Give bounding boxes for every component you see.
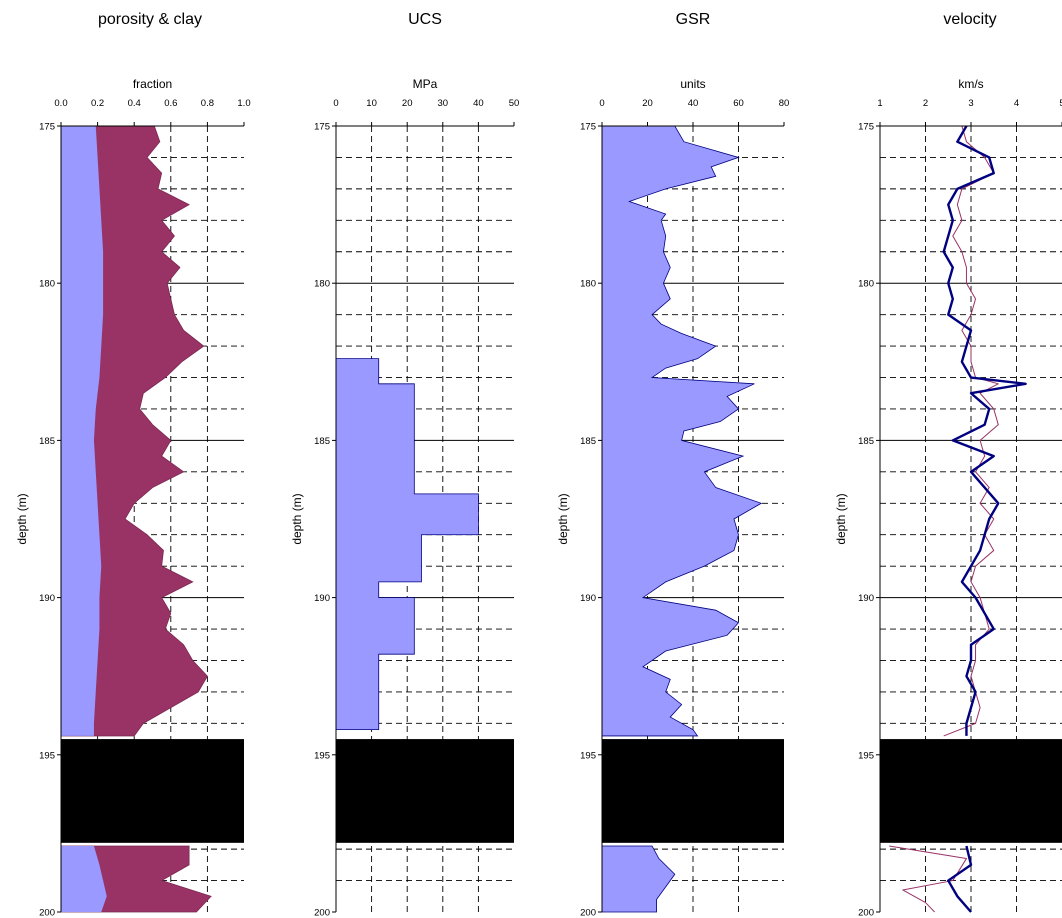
x-tick-label: 60 [733,98,744,109]
y-tick-label: 180 [39,279,55,290]
x-tick-label: 4 [1014,98,1019,109]
x-axis-label: MPa [413,77,438,91]
y-axis-label: depth (m) [15,493,29,544]
y-tick-label: 190 [39,593,55,604]
chart-title: UCS [408,11,442,28]
series-group [335,358,479,731]
x-tick-label: 0 [599,98,604,109]
line-series-1 [942,125,1027,736]
no-data-band [336,739,514,843]
series-group [889,125,1027,913]
y-tick-label: 195 [858,750,874,761]
y-tick-label: 195 [314,750,330,761]
x-tick-label: 30 [438,98,449,109]
y-tick-label: 185 [858,436,874,447]
x-tick-label: 1 [877,98,882,109]
y-tick-label: 175 [39,122,55,133]
x-tick-label: 2 [923,98,928,109]
area-series-segment [601,845,676,913]
no-data-band [880,739,1062,843]
y-tick-label: 180 [858,279,874,290]
y-tick-label: 195 [39,750,55,761]
area-series-1-segment [61,845,107,912]
x-tick-label: 5 [1059,98,1062,109]
y-tick-label: 200 [580,908,596,918]
y-tick-label: 200 [39,908,55,918]
y-tick-label: 185 [314,436,330,447]
x-tick-label: 0 [333,98,338,109]
y-tick-label: 185 [580,436,596,447]
x-tick-label: 3 [968,98,973,109]
y-axis-label: depth (m) [556,493,570,544]
area-series-1-segment [61,126,104,736]
y-tick-label: 185 [39,436,55,447]
area-series-segment [335,358,479,731]
chart-panel-3: velocity km/s 1 2 3 4 5 175 180 185 190 195 200 depth… [834,11,1062,918]
x-tick-label: 1.0 [237,98,250,109]
chart-title: GSR [676,11,711,28]
y-tick-label: 190 [580,593,596,604]
chart-panel-0: porosity & clay fraction 0.0 0.2 0.4 0.6 0.8 1.… [15,11,251,918]
series-group [601,125,763,913]
chart-title: porosity & clay [98,11,202,28]
x-tick-label: 0.4 [128,98,141,109]
y-axis-label: depth (m) [290,493,304,544]
no-data-band [61,739,244,843]
x-tick-label: 0.8 [201,98,214,109]
x-tick-label: 40 [688,98,699,109]
y-tick-label: 175 [314,122,330,133]
x-axis-label: units [680,77,705,91]
x-axis-label: km/s [958,77,983,91]
y-tick-label: 190 [858,593,874,604]
no-data-band [602,739,784,843]
x-tick-label: 40 [473,98,484,109]
y-tick-label: 180 [314,279,330,290]
x-tick-label: 20 [402,98,413,109]
x-tick-label: 80 [779,98,790,109]
y-tick-label: 175 [858,122,874,133]
x-tick-label: 0.2 [91,98,104,109]
chart-panel-1: UCS MPa 0 10 20 30 40 50 175 180 185 190 195 200 depth… [290,11,519,918]
y-tick-label: 200 [314,908,330,918]
line-series-2 [889,845,967,913]
x-tick-label: 20 [642,98,653,109]
x-tick-label: 10 [366,98,377,109]
line-series-1 [947,845,973,913]
area-series-segment [601,125,763,737]
x-tick-label: 50 [509,98,520,109]
x-axis-label: fraction [133,77,172,91]
series-group [60,125,212,913]
y-tick-label: 180 [580,279,596,290]
y-tick-label: 195 [580,750,596,761]
x-tick-label: 0.0 [54,98,67,109]
y-tick-label: 175 [580,122,596,133]
chart-panel-2: GSR units 0 20 40 60 80 175 180 185 190 195 200 depth… [556,11,789,918]
x-tick-label: 0.6 [164,98,177,109]
y-axis-label: depth (m) [834,493,848,544]
chart-title: velocity [943,11,996,28]
y-tick-label: 190 [314,593,330,604]
y-tick-label: 200 [858,908,874,918]
